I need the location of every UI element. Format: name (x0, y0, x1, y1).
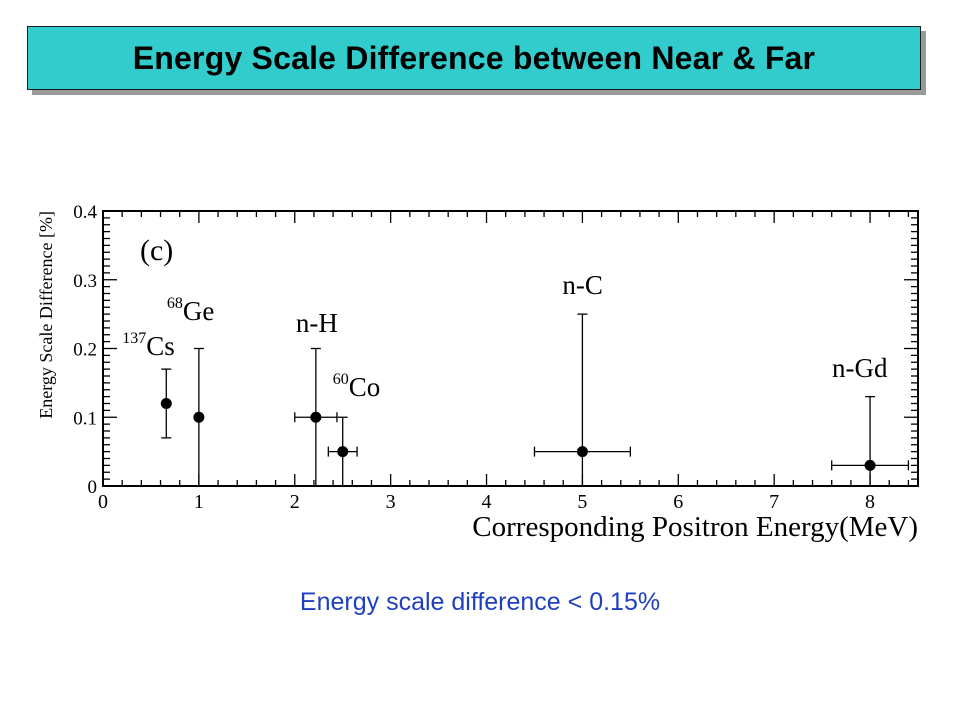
point-label: n-H (296, 308, 338, 338)
isotope-mass-number: 137 (122, 330, 146, 347)
y-tick-label: 0.3 (73, 271, 97, 292)
data-point (193, 411, 205, 423)
isotope-symbol: Cs (146, 331, 175, 361)
point-label: 137Cs (122, 330, 175, 361)
isotope-symbol: Ge (183, 296, 214, 326)
x-tick-label: 6 (673, 491, 683, 513)
data-point (160, 398, 172, 409)
data-point (576, 446, 588, 458)
data-point (310, 411, 322, 423)
data-point (337, 446, 349, 458)
isotope-symbol: Co (349, 372, 381, 402)
point-label: n-Gd (832, 353, 888, 383)
x-tick-label: 8 (865, 491, 875, 513)
x-tick-label: 1 (194, 491, 204, 513)
slide-title-box: Energy Scale Difference between Near & F… (27, 26, 921, 90)
isotope-mass-number: 60 (333, 371, 349, 388)
x-tick-label: 7 (769, 491, 779, 513)
point-label: 68Ge (167, 295, 214, 326)
plot-frame (102, 210, 919, 487)
y-tick-label: 0.2 (73, 340, 97, 361)
x-tick-label: 2 (290, 491, 300, 513)
x-tick-label: 4 (482, 491, 492, 513)
y-tick-label: 0 (88, 477, 98, 498)
y-tick-label: 0.4 (73, 202, 97, 223)
y-tick-label: 0.1 (73, 408, 97, 429)
x-tick-label: 0 (98, 491, 108, 513)
point-label: n-C (562, 270, 603, 300)
panel-label: (c) (140, 234, 173, 267)
isotope-mass-number: 68 (167, 295, 183, 312)
x-axis-label: Corresponding Positron Energy(MeV) (472, 511, 918, 543)
x-tick-label: 3 (386, 491, 396, 513)
x-tick-label: 5 (577, 491, 587, 513)
y-axis-label: Energy Scale Difference [%] (36, 211, 56, 419)
slide-caption: Energy scale difference < 0.15% (299, 588, 661, 616)
point-label: 60Co (333, 371, 381, 402)
data-point (864, 459, 876, 471)
slide-title: Energy Scale Difference between Near & F… (132, 39, 816, 76)
